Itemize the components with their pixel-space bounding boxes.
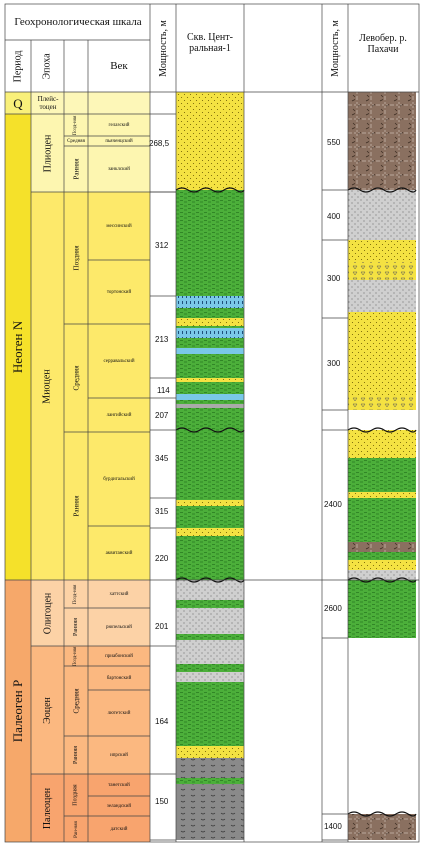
period-header: Период (12, 50, 24, 82)
subepoch-label: Ранняя (72, 158, 80, 180)
section-thickness-value: 2400 (324, 500, 342, 509)
age-label: ипрский (110, 752, 128, 758)
epoch-miocene: Миоцен (42, 368, 54, 404)
epoch-paleocene: Палеоцен (42, 787, 54, 829)
subepoch-label: Средняя (67, 138, 85, 144)
age-label: серравальский (103, 358, 135, 364)
epoch-eocene: Эоцен (42, 696, 53, 724)
age-label: занклский (108, 166, 130, 172)
age-label: хаттский (109, 591, 129, 597)
subepoch-label: Ранняя (72, 495, 80, 517)
well-thickness-value: 164 (155, 717, 169, 726)
epoch-pleistocene: Плейс-тоцен (37, 95, 59, 111)
section-thickness-value: 300 (327, 274, 341, 283)
age-label: лютетский (107, 710, 131, 716)
section-thickness-value: 550 (327, 138, 341, 147)
section-thickness-value: 300 (327, 359, 341, 368)
subepoch-label: Средняя (72, 365, 80, 391)
well-thickness-value: 268,5 (149, 139, 170, 148)
period-paleogene: Палеоген P (10, 679, 25, 743)
section-thickness-value: 1400 (324, 822, 342, 831)
subepoch-label: Ранняя (72, 618, 79, 636)
thickness-header: Мощность, м (157, 19, 169, 77)
well-thickness-value: 220 (155, 554, 169, 563)
subepoch-label: Поздняя (72, 784, 79, 806)
age-label: пьяченцский (105, 138, 133, 144)
subepoch-label: Поздняя (72, 245, 81, 271)
age-label: мессинский (106, 223, 132, 229)
age-label: рюпельский (106, 624, 132, 630)
age-label: зеландский (106, 803, 132, 809)
well-header: Скв. Цент-ральная-1 (187, 32, 233, 54)
subepoch-label: Позд-няя (73, 646, 79, 666)
subepoch-label: Ранняя (72, 746, 79, 764)
age-label: танетский (108, 782, 130, 788)
age-label: гелазский (108, 122, 130, 128)
well-thickness-value: 207 (155, 411, 169, 420)
age-label: тортонский (106, 289, 132, 295)
well-thickness-value: 114 (157, 386, 170, 395)
epoch-header: Эпоха (41, 52, 53, 80)
geo-scale-header: Геохронологическая шкала (14, 15, 142, 28)
age-header: Век (110, 59, 128, 72)
well-thickness-value: 315 (155, 507, 169, 516)
section-thickness-value: 400 (327, 212, 341, 221)
subepoch-label: Средняя (72, 688, 80, 714)
period-neogene: Неоген N (10, 320, 25, 374)
epoch-oligocene: Олигоцен (42, 592, 53, 634)
well-thickness-value: 150 (155, 797, 169, 806)
subepoch-label: Ран-няя (73, 820, 79, 838)
age-label: лангийский (106, 412, 132, 418)
well-thickness-value: 345 (155, 454, 169, 463)
age-label: бартонский (106, 675, 132, 681)
subepoch-label: Позд-няя (73, 584, 79, 604)
well-thickness-value: 312 (155, 241, 169, 250)
age-label: приабонский (105, 653, 133, 659)
section-thickness-value: 2600 (324, 604, 342, 613)
subepoch-label: Позд-няя (73, 115, 79, 135)
age-label: датский (110, 826, 128, 832)
age-label: аквитанский (105, 550, 133, 556)
epoch-pliocene: Плиоцен (42, 134, 53, 172)
thickness2-header: Мощность, м (329, 19, 341, 77)
age-label: бурдигальский (103, 476, 135, 482)
well-thickness-value: 201 (155, 622, 169, 631)
period-q: Q (13, 95, 23, 111)
right-section-header: Левобер. р. Пахачи (359, 33, 407, 55)
well-thickness-value: 213 (155, 335, 169, 344)
